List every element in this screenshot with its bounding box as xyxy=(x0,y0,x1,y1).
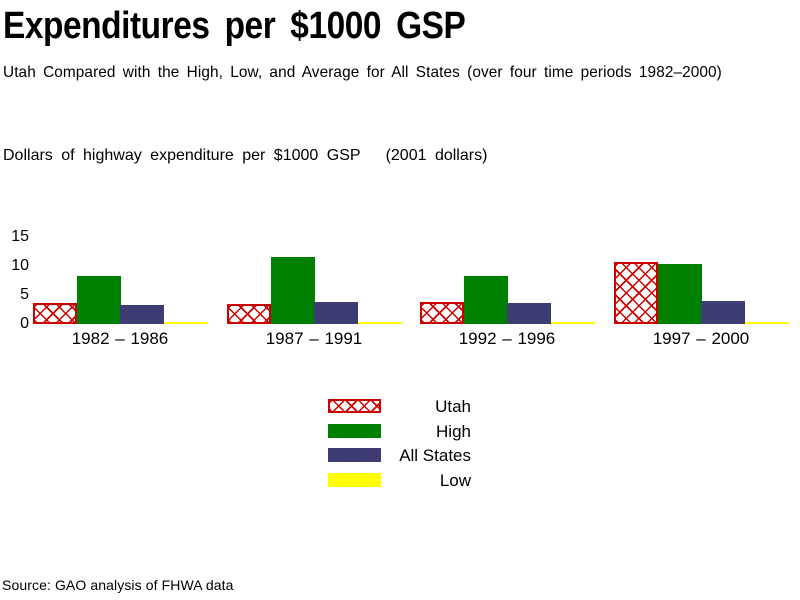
y-axis-tick-label-10: 10 xyxy=(11,257,29,274)
bar-low-group1 xyxy=(164,322,208,324)
y-axis-units-note: Dollars of highway expenditure per $1000… xyxy=(3,147,488,164)
bar-utah-group3 xyxy=(420,302,464,324)
bar-all-states-group2 xyxy=(314,302,358,324)
legend-label-low: Low xyxy=(439,471,471,490)
bar-high-group3 xyxy=(464,276,508,324)
bar-all-states-group3 xyxy=(507,303,551,324)
bar-high-group2 xyxy=(271,257,315,324)
x-axis-label-group1: 1982 – 1986 xyxy=(71,329,169,348)
x-axis-label-group3: 1992 – 1996 xyxy=(458,329,556,348)
bar-all-states-group4 xyxy=(701,301,745,324)
bar-low-group4 xyxy=(745,322,789,324)
legend-swatch-utah xyxy=(328,399,381,413)
y-axis-tick-label-5: 5 xyxy=(20,286,29,303)
y-axis-tick-label-15: 15 xyxy=(11,228,29,245)
source-note: Source: GAO analysis of FHWA data xyxy=(2,577,234,593)
legend-label-high: High xyxy=(436,422,471,441)
bar-low-group2 xyxy=(358,322,402,324)
bar-utah-group2 xyxy=(227,304,271,324)
legend-label-utah: Utah xyxy=(435,397,471,416)
page-subtitle: Utah Compared with the High, Low, and Av… xyxy=(3,64,722,81)
legend-swatch-all-states xyxy=(328,448,381,462)
bar-utah-group1 xyxy=(33,303,77,324)
page-title: Expenditures per $1000 GSP xyxy=(3,5,466,47)
bar-high-group1 xyxy=(77,276,121,324)
x-axis-label-group2: 1987 – 1991 xyxy=(265,329,363,348)
bar-all-states-group1 xyxy=(120,305,164,324)
legend-label-all-states: All States xyxy=(399,446,471,465)
y-axis-tick-label-0: 0 xyxy=(20,315,29,332)
bar-low-group3 xyxy=(551,322,595,324)
bar-high-group4 xyxy=(658,264,702,324)
x-axis-label-group4: 1997 – 2000 xyxy=(652,329,750,348)
legend-swatch-high xyxy=(328,424,381,438)
bar-utah-group4 xyxy=(614,262,658,324)
legend-swatch-low xyxy=(328,473,381,487)
